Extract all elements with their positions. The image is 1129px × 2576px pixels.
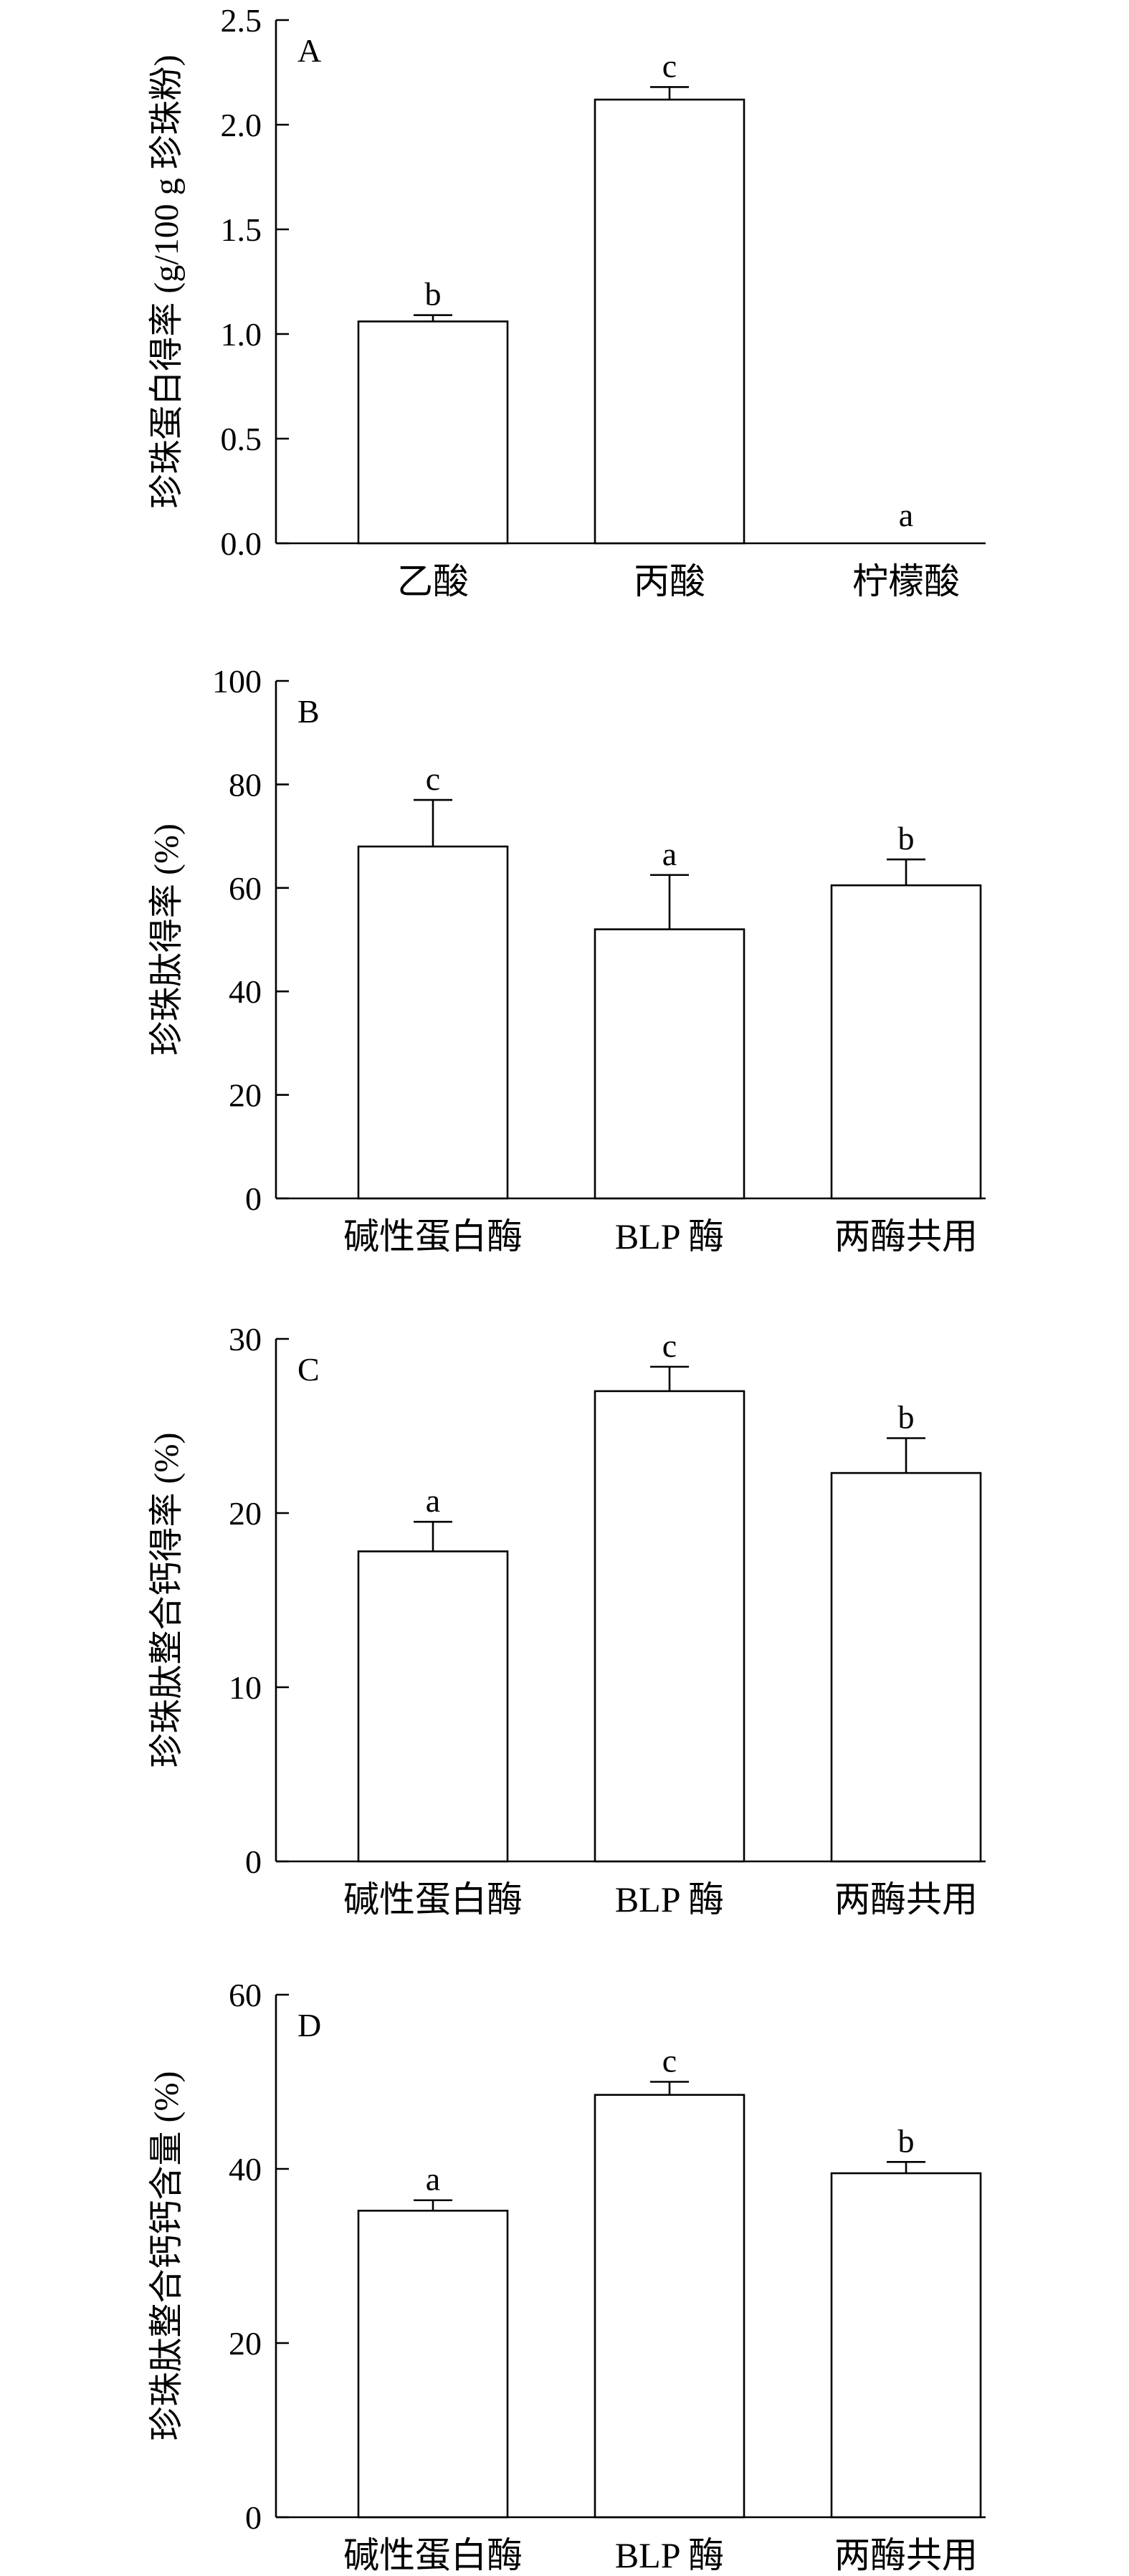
y-axis-title: 珍珠肽整合钙得率 (%) xyxy=(148,1433,186,1768)
y-tick-label: 1.0 xyxy=(221,316,262,353)
significance-label: b xyxy=(898,1399,915,1436)
y-tick-label: 100 xyxy=(212,663,262,700)
significance-label: b xyxy=(898,820,915,857)
significance-label: c xyxy=(662,1327,677,1364)
significance-label: c xyxy=(662,47,677,84)
bar xyxy=(357,1550,509,1863)
significance-label: c xyxy=(426,760,440,797)
significance-label: b xyxy=(425,276,442,313)
y-tick-label: 60 xyxy=(229,870,262,907)
bar xyxy=(830,1471,982,1863)
bar xyxy=(830,2172,982,2519)
y-tick-label: 2.5 xyxy=(221,2,262,39)
significance-label: a xyxy=(426,2161,440,2198)
y-tick-label: 30 xyxy=(229,1321,262,1358)
significance-label: a xyxy=(662,836,677,872)
y-tick-label: 0 xyxy=(245,2499,262,2536)
y-tick-label: 40 xyxy=(229,973,262,1010)
bar xyxy=(357,2210,509,2519)
category-label: BLP 酶 xyxy=(615,1216,724,1256)
y-axis-title: 珍珠肽整合钙钙含量 (%) xyxy=(148,2071,186,2441)
category-label: 两酶共用 xyxy=(834,1879,978,1919)
y-tick-label: 0.0 xyxy=(221,525,262,562)
category-label: BLP 酶 xyxy=(615,2535,724,2575)
significance-label: a xyxy=(899,497,913,533)
category-label: 碱性蛋白酶 xyxy=(343,1879,523,1919)
significance-label: a xyxy=(426,1482,440,1519)
category-label: 两酶共用 xyxy=(834,1216,978,1256)
y-tick-label: 10 xyxy=(229,1669,262,1706)
panel-letter: B xyxy=(297,693,320,730)
panel-letter: C xyxy=(297,1351,320,1388)
category-label: 丙酸 xyxy=(634,561,705,601)
category-label: BLP 酶 xyxy=(615,1879,724,1919)
significance-label: c xyxy=(662,2043,677,2079)
bar xyxy=(357,845,509,1200)
y-tick-label: 20 xyxy=(229,1495,262,1532)
y-tick-label: 0.5 xyxy=(221,421,262,457)
bar xyxy=(830,884,982,1200)
y-axis-title: 珍珠肽得率 (%) xyxy=(148,824,186,1056)
panel-letter: D xyxy=(297,2007,321,2043)
y-axis-title: 珍珠蛋白得率 (g/100 g 珍珠粉) xyxy=(148,54,186,508)
y-tick-label: 60 xyxy=(229,1977,262,2013)
category-label: 乙酸 xyxy=(397,561,469,601)
y-tick-label: 80 xyxy=(229,766,262,803)
bar xyxy=(594,2094,745,2519)
y-tick-label: 2.0 xyxy=(221,107,262,143)
significance-label: b xyxy=(898,2122,915,2159)
category-label: 柠檬酸 xyxy=(852,561,960,601)
category-label: 两酶共用 xyxy=(834,2535,978,2575)
y-tick-label: 0 xyxy=(245,1180,262,1217)
bar xyxy=(594,1390,745,1863)
y-tick-label: 20 xyxy=(229,2325,262,2362)
y-tick-label: 20 xyxy=(229,1077,262,1114)
bar xyxy=(594,928,745,1200)
bar xyxy=(357,320,509,545)
panel-letter: A xyxy=(297,32,321,69)
category-label: 碱性蛋白酶 xyxy=(343,2535,523,2575)
category-label: 碱性蛋白酶 xyxy=(343,1216,523,1256)
bar xyxy=(594,98,745,545)
y-tick-label: 1.5 xyxy=(221,211,262,248)
y-tick-label: 0 xyxy=(245,1843,262,1880)
y-tick-label: 40 xyxy=(229,2151,262,2188)
